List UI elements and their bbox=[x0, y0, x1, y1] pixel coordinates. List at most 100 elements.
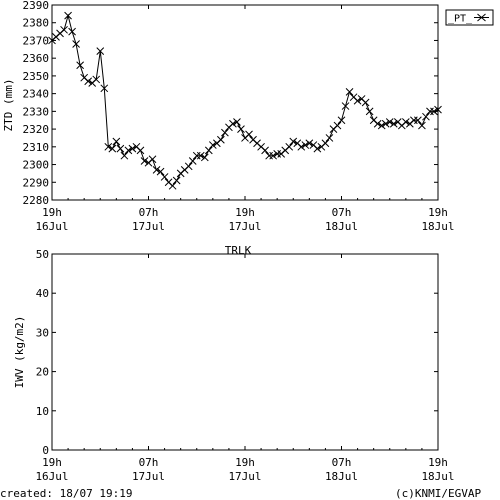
ztd-data-point bbox=[301, 141, 310, 149]
c1-y-tick-label: 2390 bbox=[23, 0, 50, 12]
c1-y-tick-label: 2360 bbox=[23, 52, 50, 65]
ztd-data-point bbox=[422, 112, 430, 121]
c2-x-tick-label-time: 07h bbox=[332, 456, 352, 469]
ztd-data-point bbox=[285, 142, 294, 151]
ztd-data-point bbox=[430, 107, 438, 116]
ztd-data-point bbox=[365, 107, 374, 116]
ztd-data-point bbox=[188, 157, 197, 165]
ztd-data-point bbox=[168, 181, 177, 190]
c2-y-tick-label: 0 bbox=[42, 444, 49, 457]
c1-x-tick-label-date: 17Jul bbox=[132, 220, 165, 233]
iwv-chart-title: TRLK bbox=[225, 244, 252, 257]
c1-y-tick-label: 2350 bbox=[23, 70, 50, 83]
ztd-data-point bbox=[353, 96, 362, 105]
ztd-data-point bbox=[120, 151, 129, 160]
c1-x-tick-label-date: 18Jul bbox=[325, 220, 358, 233]
c2-x-tick-label-date: 17Jul bbox=[132, 470, 165, 483]
ztd-data-point bbox=[221, 128, 229, 137]
c2-x-tick-label-date: 17Jul bbox=[228, 470, 261, 483]
c1-y-tick-label: 2380 bbox=[23, 17, 50, 30]
ztd-chart: 2280 2290 2300 2310 2320 2330 2340 2350 2360 2370… bbox=[2, 0, 494, 233]
ztd-data-point bbox=[269, 151, 277, 160]
ztd-data-point bbox=[64, 11, 72, 20]
c2-x-tick-label-time: 07h bbox=[139, 456, 159, 469]
ztd-data-point bbox=[237, 125, 245, 133]
ztd-data-point bbox=[140, 157, 149, 165]
c1-x-tick-label-time: 19h bbox=[42, 206, 62, 219]
ztd-data-point bbox=[333, 121, 342, 130]
legend-marker-sample bbox=[477, 13, 486, 22]
ztd-series-markers bbox=[48, 11, 442, 190]
c1-x-tick-label-time: 07h bbox=[139, 206, 159, 219]
c1-x-tick-label-date: 17Jul bbox=[228, 220, 261, 233]
ztd-data-point bbox=[261, 146, 269, 155]
ztd-data-point bbox=[184, 162, 193, 171]
ztd-data-point bbox=[373, 119, 382, 128]
ztd-data-point bbox=[401, 118, 410, 126]
ztd-data-point bbox=[245, 130, 253, 139]
ztd-data-point bbox=[72, 40, 80, 48]
ztd-data-point bbox=[112, 137, 121, 146]
ztd-data-point bbox=[325, 134, 334, 142]
ztd-data-point bbox=[204, 146, 213, 155]
ztd-data-point bbox=[321, 139, 330, 148]
ztd-data-point bbox=[160, 173, 169, 181]
c2-y-tick-label: 10 bbox=[36, 405, 49, 418]
ztd-data-point bbox=[76, 61, 84, 70]
c1-x-tick-label-time: 19h bbox=[235, 206, 255, 219]
legend-label: _PT_ bbox=[448, 14, 473, 25]
iwv-y-ticks: 0 10 20 30 40 50 bbox=[36, 248, 438, 457]
ztd-data-point bbox=[84, 77, 93, 86]
iwv-y-axis-label: IWV (kg/m2) bbox=[13, 316, 26, 389]
iwv-plot-frame bbox=[51, 253, 439, 451]
ztd-data-point bbox=[418, 121, 426, 130]
c2-x-tick-label-time: 19h bbox=[42, 456, 62, 469]
ztd-plot-frame bbox=[51, 4, 439, 201]
c1-y-tick-label: 2300 bbox=[23, 159, 50, 172]
ztd-data-point bbox=[136, 146, 145, 155]
ztd-y-axis-label: ZTD (mm) bbox=[2, 79, 15, 132]
ztd-data-point bbox=[60, 25, 68, 34]
c1-y-tick-label: 2280 bbox=[23, 194, 50, 207]
legend-box bbox=[445, 9, 494, 26]
ztd-data-point bbox=[389, 119, 398, 128]
ztd-data-point bbox=[313, 144, 322, 153]
ztd-data-point bbox=[68, 27, 76, 36]
created-timestamp: created: 18/07 19:19 bbox=[0, 487, 132, 500]
c1-x-tick-label-date: 18Jul bbox=[421, 220, 454, 233]
ztd-data-point bbox=[361, 98, 370, 107]
ztd-data-point bbox=[104, 142, 113, 151]
ztd-data-point bbox=[208, 141, 217, 149]
c1-y-tick-label: 2330 bbox=[23, 105, 50, 118]
ztd-data-point bbox=[196, 151, 205, 160]
legend: _PT_ bbox=[445, 9, 494, 26]
c2-x-tick-label-date: 18Jul bbox=[421, 470, 454, 483]
c2-y-tick-label: 50 bbox=[36, 248, 49, 261]
ztd-y-ticks: 2280 2290 2300 2310 2320 2330 2340 2350 2360 2370… bbox=[23, 0, 438, 207]
c2-x-tick-label-time: 19h bbox=[428, 456, 448, 469]
c1-x-tick-label-date: 16Jul bbox=[35, 220, 68, 233]
ztd-data-point bbox=[305, 139, 314, 148]
ztd-data-point bbox=[116, 144, 125, 153]
ztd-data-point bbox=[345, 88, 354, 96]
c1-y-tick-label: 2370 bbox=[23, 34, 50, 47]
c1-y-tick-label: 2310 bbox=[23, 141, 50, 154]
ztd-data-point bbox=[414, 116, 422, 125]
ztd-data-point bbox=[156, 167, 165, 176]
c1-y-tick-label: 2340 bbox=[23, 88, 50, 101]
ztd-data-point bbox=[229, 119, 237, 128]
ztd-data-point bbox=[289, 137, 298, 146]
ztd-data-point bbox=[108, 144, 117, 153]
c1-y-tick-label: 2320 bbox=[23, 123, 50, 136]
ztd-data-point bbox=[297, 142, 306, 151]
ztd-data-point bbox=[96, 47, 105, 55]
ztd-data-point bbox=[434, 105, 442, 114]
ztd-data-point bbox=[100, 84, 109, 93]
ztd-data-point bbox=[128, 144, 137, 153]
ztd-data-point bbox=[337, 116, 346, 125]
c2-y-tick-label: 30 bbox=[36, 326, 49, 339]
ztd-data-point bbox=[200, 153, 209, 162]
